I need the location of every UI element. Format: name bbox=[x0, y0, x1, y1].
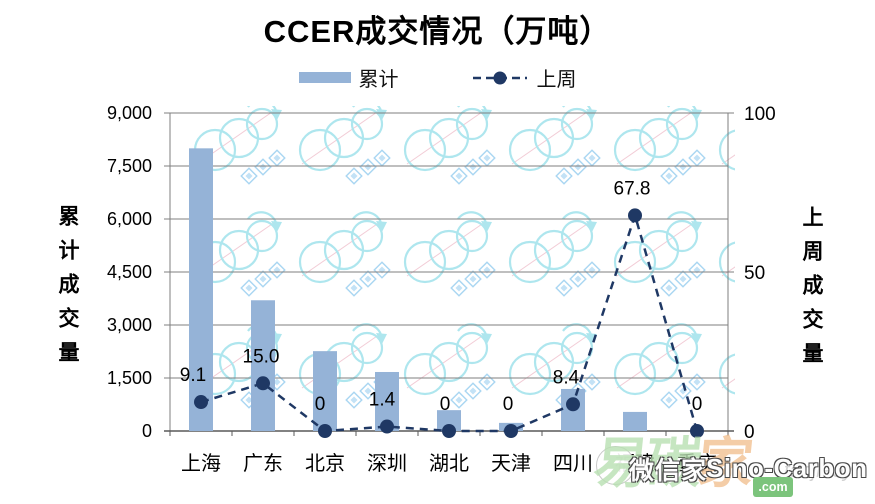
x-label-四川: 四川 bbox=[553, 453, 593, 475]
left-axis-tick-label: 7,500 bbox=[107, 156, 152, 176]
left-axis-tick-label: 9,000 bbox=[107, 103, 152, 123]
x-label-深圳: 深圳 bbox=[367, 452, 407, 475]
x-label-北京: 北京 bbox=[305, 452, 345, 475]
watermark-logo-icon bbox=[613, 211, 706, 297]
marker-深圳 bbox=[380, 419, 394, 434]
x-label-天津: 天津 bbox=[491, 452, 531, 475]
marker-天津 bbox=[504, 424, 518, 438]
data-label-四川: 8.4 bbox=[553, 367, 580, 388]
data-label-福建: 67.8 bbox=[614, 178, 651, 199]
marker-湖北 bbox=[442, 424, 456, 438]
x-label-湖北: 湖北 bbox=[429, 452, 469, 475]
data-label-广东: 15.0 bbox=[243, 346, 280, 367]
x-label-上海: 上海 bbox=[181, 452, 221, 475]
chart-title: CCER成交情况（万吨） bbox=[263, 14, 612, 49]
legend-dashed-line-swatch bbox=[472, 71, 527, 84]
data-label-北京: 0 bbox=[315, 394, 326, 415]
right-axis-tick-label: 100 bbox=[744, 104, 776, 125]
left-axis-tick-label: 4,500 bbox=[107, 262, 152, 282]
legend-bar-label: 累计 bbox=[358, 69, 399, 91]
right-axis-tick-label: 0 bbox=[744, 422, 755, 443]
watermark-pattern bbox=[193, 106, 735, 409]
marker-广东 bbox=[256, 376, 270, 391]
watermark-logo-icon bbox=[508, 211, 601, 297]
watermark-logo-icon bbox=[298, 211, 391, 297]
legend-bar-swatch bbox=[298, 72, 351, 83]
bar-上海 bbox=[189, 148, 213, 432]
data-label-重庆: 0 bbox=[692, 394, 703, 415]
watermark-logo-icon bbox=[298, 106, 391, 185]
watermark-logo-icon bbox=[508, 106, 601, 185]
watermark-logo-icon bbox=[718, 353, 735, 395]
watermark-logo-icon bbox=[613, 106, 706, 185]
marker-福建 bbox=[628, 208, 642, 223]
watermark-logo-icon bbox=[613, 323, 706, 409]
watermark-dotcom-badge: .com bbox=[753, 477, 793, 497]
x-label-重庆: 重庆 bbox=[677, 452, 717, 475]
right-axis-title: 上周成交量 bbox=[800, 206, 823, 376]
legend-item-lastweek: 上周 bbox=[471, 63, 577, 92]
left-axis-title: 累计成交量 bbox=[56, 205, 79, 375]
left-axis-tick-label: 3,000 bbox=[107, 315, 152, 335]
watermark-stamp-circle-icon bbox=[596, 446, 635, 485]
watermark-faint-text: tanjiaoyi bbox=[784, 460, 858, 482]
bar-广东 bbox=[251, 300, 275, 431]
watermark-logo-icon bbox=[718, 129, 735, 171]
bar-湖北 bbox=[437, 410, 461, 431]
data-label-天津: 0 bbox=[503, 394, 514, 415]
watermark-logo-icon bbox=[403, 211, 496, 297]
data-label-湖北: 0 bbox=[440, 394, 451, 415]
watermark-logo-icon bbox=[718, 241, 735, 283]
data-label-深圳: 1.4 bbox=[369, 390, 396, 411]
bar-北京 bbox=[313, 351, 337, 431]
watermark-wechat-text: 微信家 bbox=[629, 457, 708, 485]
left-axis-tick-label: 6,000 bbox=[107, 209, 152, 229]
left-axis-tick-label: 0 bbox=[142, 421, 152, 441]
legend-item-cumulative: 累计 bbox=[298, 63, 399, 92]
marker-上海 bbox=[194, 395, 208, 410]
data-label-上海: 9.1 bbox=[180, 365, 206, 386]
marker-北京 bbox=[318, 424, 332, 438]
right-axis-tick-label: 50 bbox=[744, 263, 765, 284]
watermark-logo-icon bbox=[403, 106, 496, 185]
marker-四川 bbox=[566, 397, 580, 412]
x-label-广东: 广东 bbox=[243, 452, 283, 475]
bar-福建 bbox=[623, 411, 647, 431]
marker-重庆 bbox=[690, 424, 704, 438]
left-axis-tick-label: 1,500 bbox=[107, 368, 152, 388]
legend: 累计 上周 bbox=[0, 63, 875, 92]
legend-line-label: 上周 bbox=[536, 69, 577, 91]
